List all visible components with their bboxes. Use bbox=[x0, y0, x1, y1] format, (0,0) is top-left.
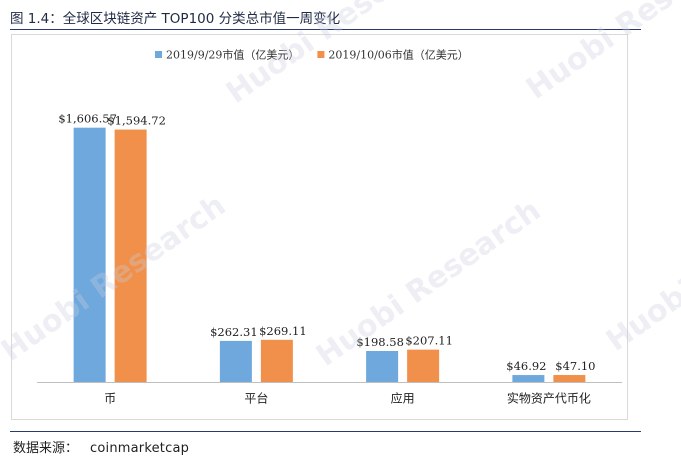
data-label: $46.92 bbox=[506, 359, 546, 373]
legend-swatch bbox=[155, 51, 162, 58]
bar bbox=[73, 127, 106, 383]
source-label: 数据来源： bbox=[13, 441, 79, 456]
data-label: $47.10 bbox=[555, 359, 595, 373]
data-label: $269.11 bbox=[259, 324, 307, 338]
category-label: 平台 bbox=[244, 391, 268, 406]
category-label: 应用 bbox=[391, 391, 415, 406]
data-label: $1,606.57 bbox=[58, 112, 117, 126]
bar bbox=[114, 129, 147, 383]
chart-frame: 2019/9/29市值（亿美元） 2019/10/06市值（亿美元） $1,606.… bbox=[11, 34, 628, 420]
figure-title: 图 1.4：全球区块链资产 TOP100 分类总市值一周变化 bbox=[10, 11, 341, 27]
data-label: $207.11 bbox=[405, 334, 453, 348]
title-rule bbox=[10, 29, 641, 30]
legend-swatch bbox=[317, 51, 325, 58]
data-label: $262.31 bbox=[210, 325, 258, 339]
category-label: 币 bbox=[104, 392, 116, 406]
legend-label: 2019/9/29市值（亿美元） bbox=[166, 48, 299, 62]
bar-chart: 2019/9/29市值（亿美元） 2019/10/06市值（亿美元） $1,606.… bbox=[37, 48, 622, 406]
bar bbox=[366, 351, 399, 383]
bar bbox=[407, 349, 440, 383]
bar bbox=[219, 340, 252, 383]
bar bbox=[553, 375, 586, 383]
source-line: 数据来源： coinmarketcap bbox=[13, 437, 189, 456]
category-label: 实物资产代币化 bbox=[507, 391, 591, 406]
data-label: $1,594.72 bbox=[107, 114, 166, 128]
source-value: coinmarketcap bbox=[90, 441, 190, 456]
legend-label: 2019/10/06市值（亿美元） bbox=[328, 48, 468, 62]
source-rule bbox=[10, 431, 641, 432]
data-label: $198.58 bbox=[356, 335, 404, 349]
bar bbox=[512, 375, 545, 383]
bar bbox=[260, 339, 293, 383]
